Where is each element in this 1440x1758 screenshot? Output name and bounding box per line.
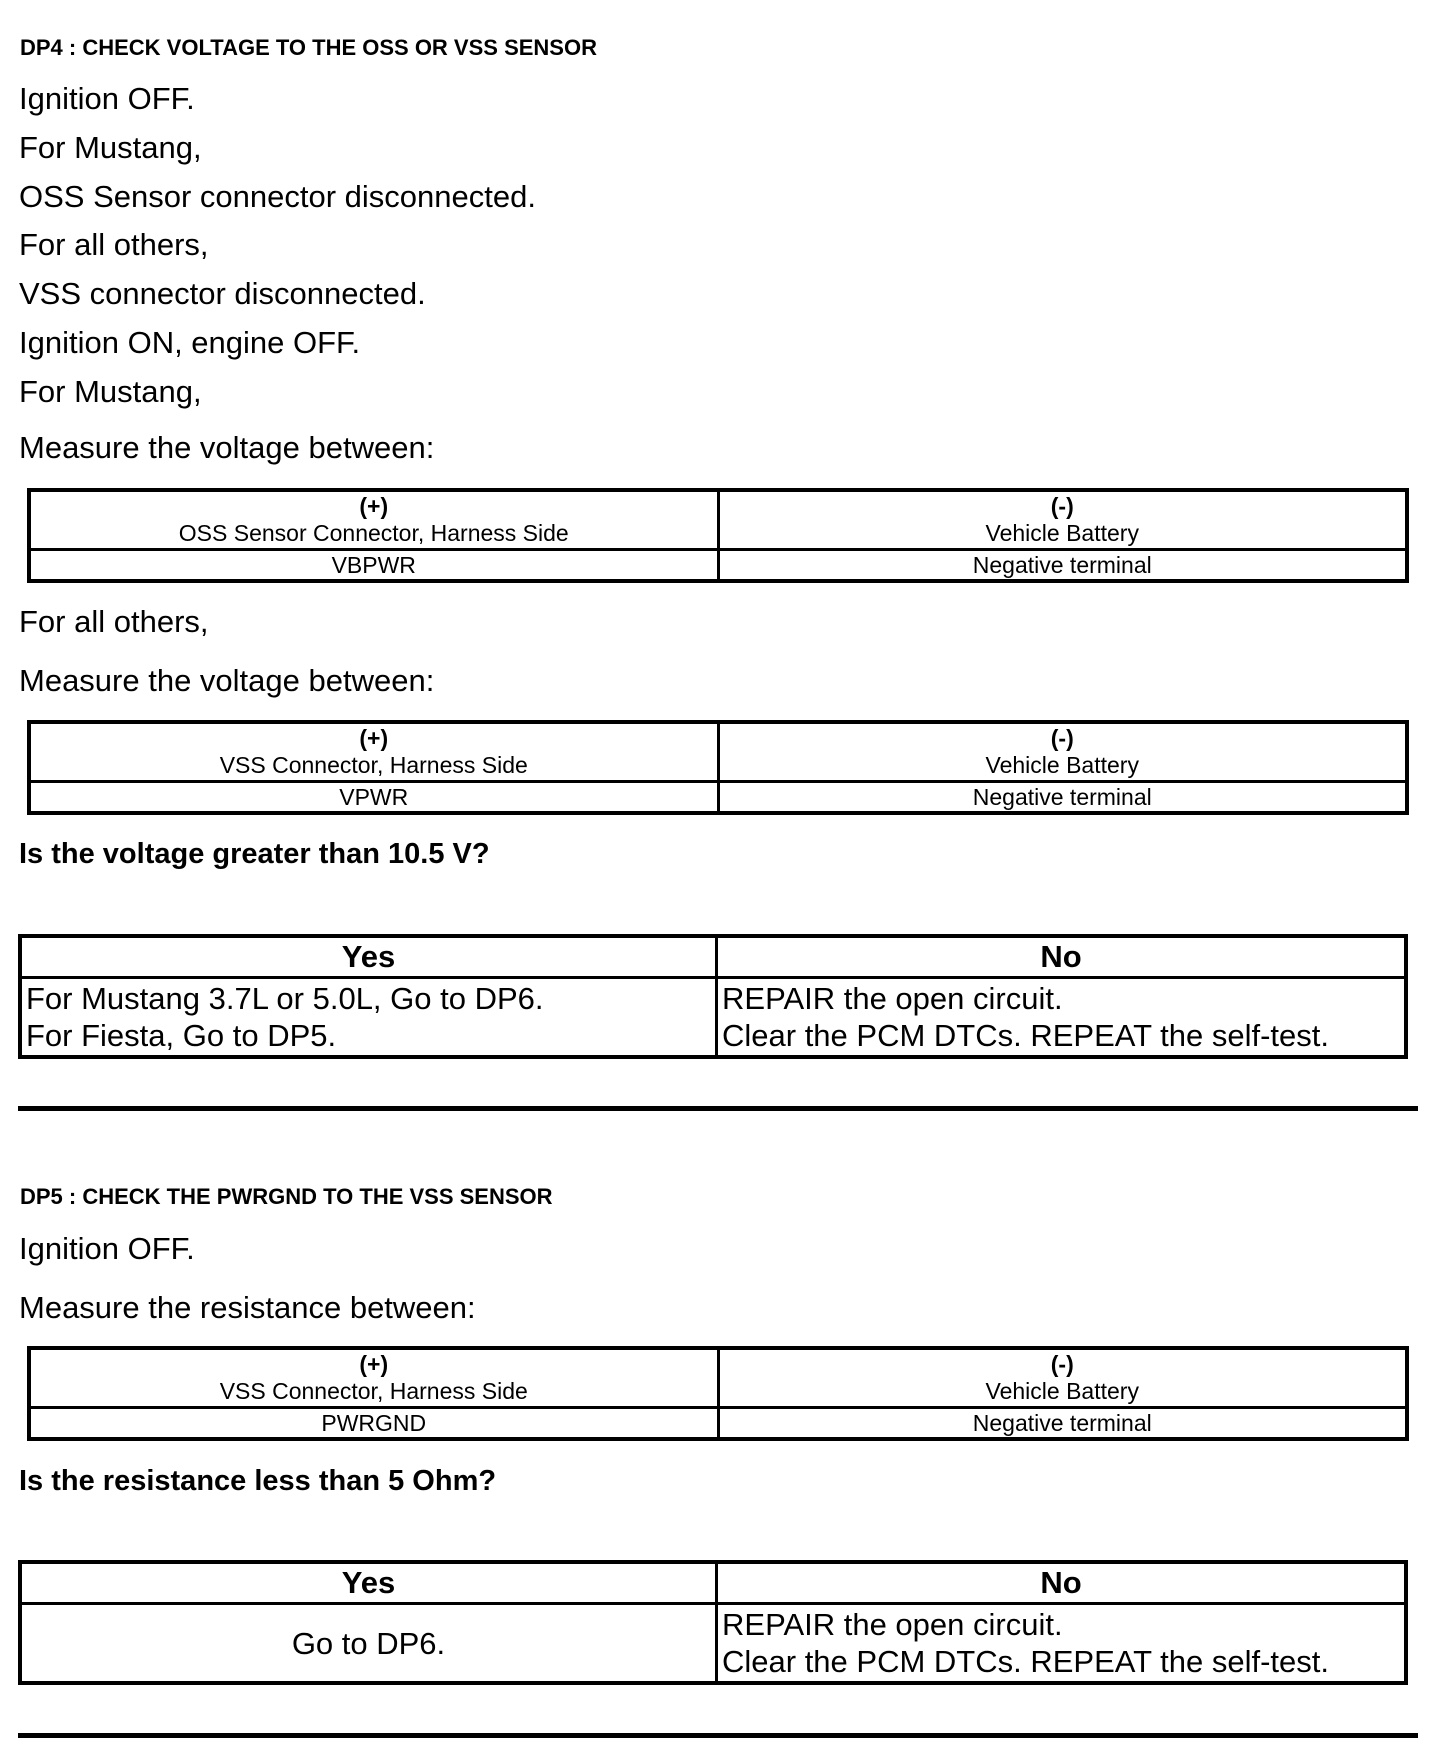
plus-value: VBPWR [27,548,720,583]
minus-value: Negative terminal [716,548,1409,583]
measurement-table-oss: (+) OSS Sensor Connector, Harness Side (-… [27,488,1409,583]
dp5-line: Ignition OFF. [19,1231,195,1266]
section-divider [18,1733,1418,1738]
no-header: No [715,934,1408,979]
plus-value: VPWR [27,780,720,815]
no-cell: REPAIR the open circuit. Clear the PCM DT… [715,1602,1408,1685]
minus-cell: (-) Vehicle Battery [716,488,1409,551]
dp5-result-table: Yes No Go to DP6. REPAIR the open circui… [18,1560,1408,1685]
dp4-question: Is the voltage greater than 10.5 V? [19,838,490,870]
dp4-line: For all others, [19,227,209,262]
plus-cell: (+) OSS Sensor Connector, Harness Side [27,488,720,551]
plus-cell: (+) VSS Connector, Harness Side [27,720,720,783]
dp4-line: Measure the voltage between: [19,430,435,465]
dp4-title: DP4 : CHECK VOLTAGE TO THE OSS OR VSS SE… [20,35,597,60]
minus-value: Negative terminal [716,780,1409,815]
dp5-line: Measure the resistance between: [19,1290,476,1325]
dp4-others: For all others, [19,604,209,639]
dp5-question: Is the resistance less than 5 Ohm? [19,1465,497,1497]
dp4-result-table: Yes No For Mustang 3.7L or 5.0L, Go to D… [18,934,1408,1059]
yes-header: Yes [18,1560,718,1605]
plus-value: PWRGND [27,1406,720,1441]
measurement-table-vss: (+) VSS Connector, Harness Side (-) Vehicl… [27,720,1409,815]
dp5-title: DP5 : CHECK THE PWRGND TO THE VSS SENSOR [20,1184,553,1209]
dp4-line: For Mustang, [19,374,202,409]
yes-cell: For Mustang 3.7L or 5.0L, Go to DP6. For … [18,976,718,1059]
dp4-line: OSS Sensor connector disconnected. [19,179,536,214]
minus-cell: (-) Vehicle Battery [716,720,1409,783]
plus-cell: (+) VSS Connector, Harness Side [27,1346,720,1409]
dp4-line: Ignition OFF. [19,81,195,116]
minus-value: Negative terminal [716,1406,1409,1441]
dp4-line: Ignition ON, engine OFF. [19,325,361,360]
no-cell: REPAIR the open circuit. Clear the PCM DT… [715,976,1408,1059]
measurement-table-pwrgnd: (+) VSS Connector, Harness Side (-) Vehicl… [27,1346,1409,1441]
no-header: No [715,1560,1408,1605]
dp4-line: For Mustang, [19,130,202,165]
minus-cell: (-) Vehicle Battery [716,1346,1409,1409]
yes-header: Yes [18,934,718,979]
dp4-line: VSS connector disconnected. [19,276,426,311]
yes-cell: Go to DP6. [18,1602,718,1685]
dp4-measure: Measure the voltage between: [19,663,435,698]
section-divider [18,1106,1418,1111]
